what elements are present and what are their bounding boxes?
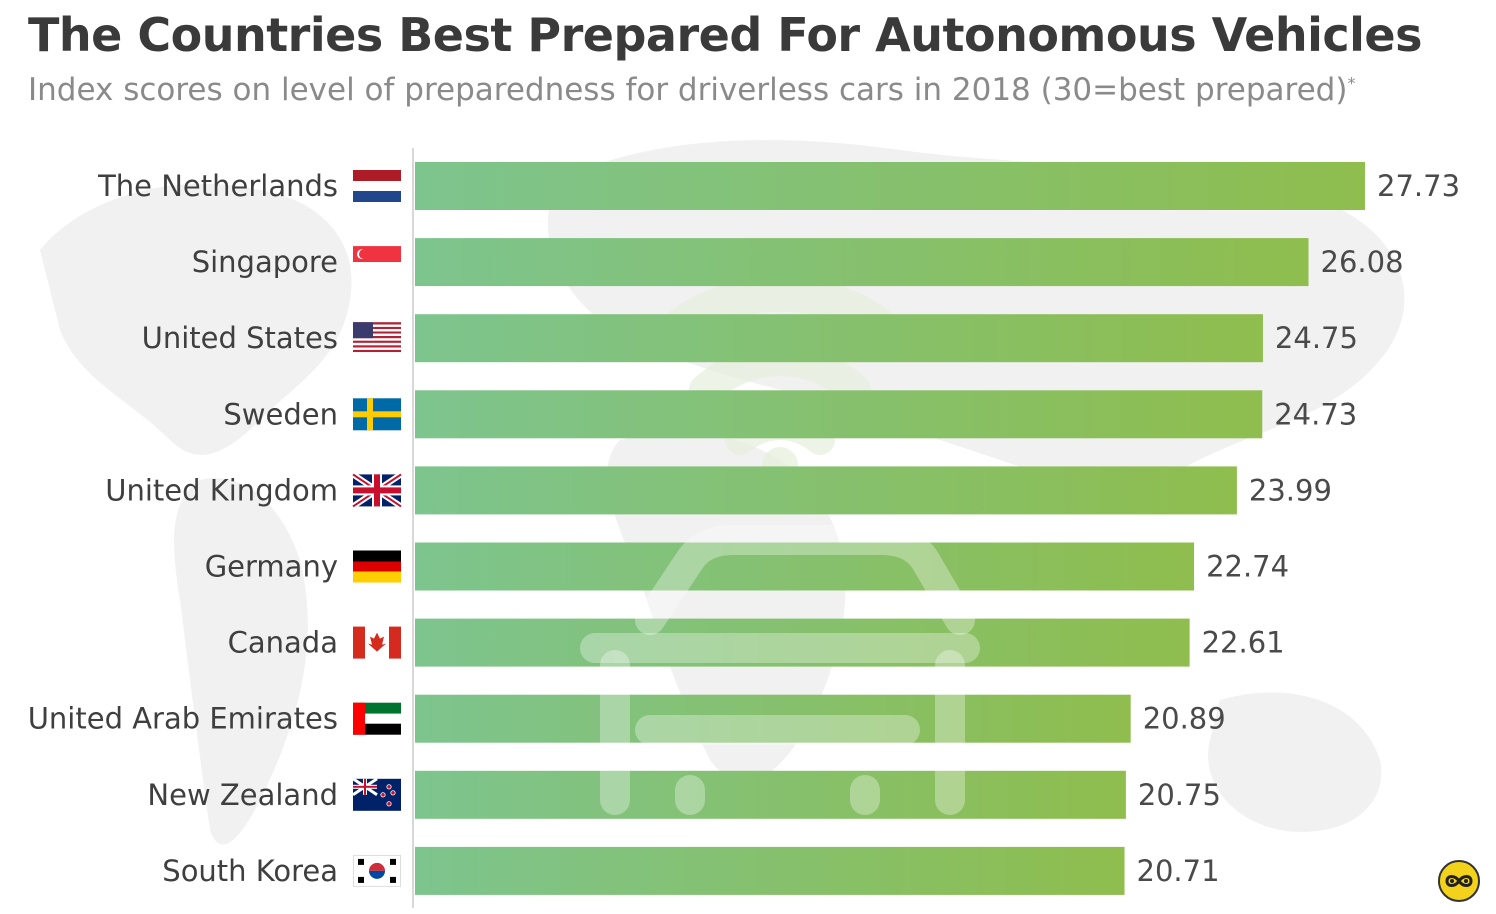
category-label-8: New Zealand bbox=[147, 778, 338, 812]
category-label-0: The Netherlands bbox=[97, 169, 338, 203]
uae-flag-icon bbox=[353, 702, 401, 735]
category-label-3: Sweden bbox=[223, 397, 338, 431]
value-label-2: 24.75 bbox=[1275, 321, 1358, 355]
new-zealand-flag-icon bbox=[352, 777, 401, 811]
value-label-1: 26.08 bbox=[1321, 245, 1404, 279]
bar-7 bbox=[415, 694, 1131, 743]
bar-6 bbox=[415, 618, 1190, 667]
value-label-6: 22.61 bbox=[1202, 626, 1285, 660]
infinity-eye-logo-icon bbox=[1438, 860, 1480, 902]
netherlands-flag-icon bbox=[353, 170, 401, 202]
bar-2 bbox=[415, 314, 1263, 363]
category-label-4: United Kingdom bbox=[105, 473, 338, 507]
south-korea-flag-icon bbox=[353, 854, 401, 887]
value-label-4: 23.99 bbox=[1249, 473, 1332, 507]
value-label-3: 24.73 bbox=[1274, 397, 1357, 431]
bar-0 bbox=[415, 162, 1366, 210]
category-label-5: Germany bbox=[205, 550, 338, 584]
chart-subtitle: Index scores on level of preparedness fo… bbox=[28, 72, 1355, 108]
bar-3 bbox=[415, 390, 1263, 439]
category-label-2: United States bbox=[142, 321, 338, 355]
value-label-9: 20.71 bbox=[1137, 854, 1220, 888]
category-label-1: Singapore bbox=[192, 245, 338, 279]
car-icon bbox=[580, 525, 980, 815]
canada-flag-icon bbox=[353, 626, 401, 659]
singapore-flag-icon bbox=[353, 246, 401, 279]
bar-8 bbox=[415, 770, 1126, 819]
category-label-9: South Korea bbox=[162, 854, 338, 888]
bar-5 bbox=[415, 542, 1195, 591]
bar-4 bbox=[415, 466, 1237, 515]
chart-title: The Countries Best Prepared For Autonomo… bbox=[28, 8, 1423, 62]
united-states-flag-icon bbox=[353, 322, 401, 355]
category-label-6: Canada bbox=[228, 626, 338, 660]
bar-9 bbox=[415, 846, 1125, 895]
germany-flag-icon bbox=[353, 550, 401, 583]
bar-1 bbox=[415, 238, 1309, 287]
sweden-flag-icon bbox=[353, 398, 401, 431]
category-label-7: United Arab Emirates bbox=[28, 702, 338, 736]
subtitle-footnote-mark: * bbox=[1347, 73, 1356, 93]
value-label-7: 20.89 bbox=[1143, 702, 1226, 736]
value-label-5: 22.74 bbox=[1206, 550, 1289, 584]
united-kingdom-flag-icon bbox=[351, 471, 403, 509]
subtitle-text: Index scores on level of preparedness fo… bbox=[28, 72, 1348, 108]
value-label-0: 27.73 bbox=[1377, 169, 1460, 203]
value-label-8: 20.75 bbox=[1138, 778, 1221, 812]
